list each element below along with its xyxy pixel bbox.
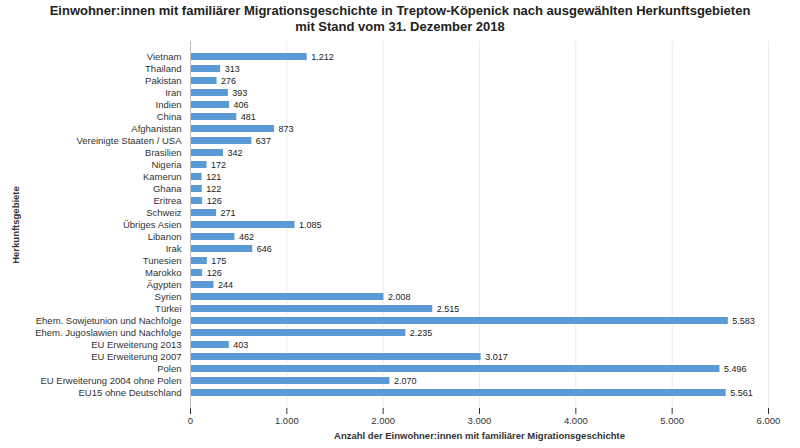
- html-text:mit Stand vom 31. Dezember 201: mit Stand vom 31. Dezember 2018: [295, 19, 505, 34]
- svg-text:Nigeria: Nigeria: [151, 159, 182, 170]
- svg-text:Ghana: Ghana: [153, 183, 182, 194]
- svg-text:EU Erweiterung 2007: EU Erweiterung 2007: [91, 351, 181, 362]
- svg-text:5.000: 5.000: [660, 415, 684, 426]
- svg-text:China: China: [157, 111, 183, 122]
- svg-text:Vereinigte Staaten / USA: Vereinigte Staaten / USA: [76, 135, 182, 146]
- svg-text:172: 172: [211, 160, 226, 170]
- svg-text:6.000: 6.000: [757, 415, 781, 426]
- svg-text:Kamerun: Kamerun: [143, 171, 182, 182]
- svg-text:EU Erweiterung 2004 ohne Polen: EU Erweiterung 2004 ohne Polen: [40, 375, 181, 386]
- svg-text:393: 393: [232, 88, 247, 98]
- svg-text:2.008: 2.008: [388, 292, 411, 302]
- svg-text:Ehem. Sowjetunion und Nachfolg: Ehem. Sowjetunion und Nachfolge: [36, 315, 182, 326]
- svg-text:Eritrea: Eritrea: [154, 195, 183, 206]
- svg-text:Libanon: Libanon: [148, 231, 182, 242]
- svg-text:126: 126: [207, 268, 222, 278]
- svg-text:Iran: Iran: [165, 87, 181, 98]
- svg-text:403: 403: [233, 340, 248, 350]
- svg-text:406: 406: [234, 100, 249, 110]
- svg-text:4.000: 4.000: [564, 415, 588, 426]
- svg-text:Vietnam: Vietnam: [147, 51, 182, 62]
- svg-text:276: 276: [221, 76, 236, 86]
- svg-text:Syrien: Syrien: [155, 291, 182, 302]
- svg-text:Übriges Asien: Übriges Asien: [123, 219, 182, 230]
- svg-text:244: 244: [218, 280, 233, 290]
- svg-text:175: 175: [211, 256, 226, 266]
- svg-text:Anzahl der Einwohner:innen mit: Anzahl der Einwohner:innen mit familiäre…: [334, 430, 625, 441]
- svg-text:Irak: Irak: [166, 243, 182, 254]
- svg-text:Marokko: Marokko: [145, 267, 181, 278]
- svg-text:121: 121: [206, 172, 221, 182]
- svg-text:Türkei: Türkei: [155, 303, 181, 314]
- svg-text:Ägypten: Ägypten: [147, 279, 182, 290]
- svg-text:5.583: 5.583: [732, 316, 755, 326]
- svg-text:3.017: 3.017: [485, 352, 508, 362]
- svg-text:1.212: 1.212: [311, 52, 334, 62]
- svg-text:EU Erweiterung 2013: EU Erweiterung 2013: [91, 339, 181, 350]
- svg-text:2.235: 2.235: [410, 328, 433, 338]
- svg-text:313: 313: [225, 64, 240, 74]
- svg-text:5.561: 5.561: [730, 388, 753, 398]
- svg-text:Tunesien: Tunesien: [143, 255, 182, 266]
- svg-text:342: 342: [227, 148, 242, 158]
- html-text:Einwohner:innen mit familiärer: Einwohner:innen mit familiärer Migration…: [49, 3, 751, 18]
- svg-text:2.515: 2.515: [437, 304, 460, 314]
- svg-text:Thailand: Thailand: [145, 63, 181, 74]
- svg-text:126: 126: [207, 196, 222, 206]
- svg-text:Ehem. Jugoslawien und Nachfolg: Ehem. Jugoslawien und Nachfolge: [35, 327, 181, 338]
- svg-text:EU15 ohne Deutschland: EU15 ohne Deutschland: [79, 387, 182, 398]
- svg-text:637: 637: [256, 136, 271, 146]
- svg-text:Pakistan: Pakistan: [145, 75, 181, 86]
- svg-text:Indien: Indien: [156, 99, 182, 110]
- svg-text:Afghanistan: Afghanistan: [131, 123, 181, 134]
- svg-text:1.000: 1.000: [275, 415, 299, 426]
- svg-text:5.496: 5.496: [724, 364, 747, 374]
- svg-text:481: 481: [241, 112, 256, 122]
- svg-text:0: 0: [188, 415, 193, 426]
- svg-text:Herkunftsgebiete: Herkunftsgebiete: [10, 186, 21, 264]
- svg-text:646: 646: [257, 244, 272, 254]
- svg-text:Schweiz: Schweiz: [146, 207, 182, 218]
- svg-text:1.085: 1.085: [299, 220, 322, 230]
- svg-text:122: 122: [206, 184, 221, 194]
- svg-text:462: 462: [239, 232, 254, 242]
- svg-text:271: 271: [221, 208, 236, 218]
- svg-text:873: 873: [279, 124, 294, 134]
- svg-text:2.000: 2.000: [371, 415, 395, 426]
- svg-text:Brasilien: Brasilien: [145, 147, 181, 158]
- svg-text:Polen: Polen: [157, 363, 181, 374]
- svg-text:3.000: 3.000: [468, 415, 492, 426]
- svg-text:2.070: 2.070: [394, 376, 417, 386]
